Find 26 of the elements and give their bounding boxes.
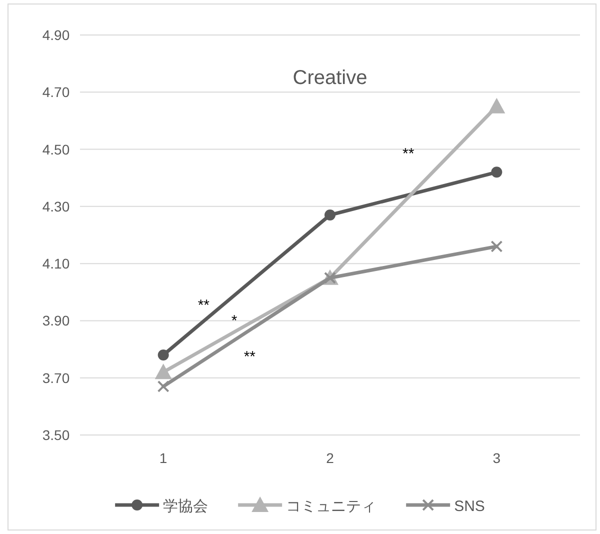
point (154, 364, 172, 380)
x-tick-label: 2 (326, 450, 334, 466)
legend-label: SNS (454, 498, 485, 515)
point (158, 350, 169, 360)
point (491, 166, 502, 178)
annotation: ** (244, 348, 256, 366)
point (490, 240, 503, 252)
annotation: ** (198, 297, 210, 314)
y-tick-label: 4.10 (42, 256, 70, 272)
legend-label: 学協会 (163, 498, 208, 515)
point (157, 380, 170, 392)
y-tick-label: 4.50 (42, 141, 70, 158)
point (488, 98, 506, 114)
x-tick-label: 1 (159, 450, 168, 466)
y-tick-label: 4.70 (42, 84, 70, 100)
y-tick-label: 4.90 (42, 27, 70, 43)
y-tick-label: 3.90 (42, 312, 70, 329)
annotation: * (231, 312, 238, 330)
text: Creative (292, 67, 368, 89)
x-tick-label: 3 (492, 450, 501, 466)
point (324, 210, 336, 220)
y-tick-label: 4.30 (42, 198, 70, 214)
y-tick-label: 3.70 (42, 370, 70, 386)
y-tick-label: 3.50 (42, 427, 70, 443)
annotation: ** (402, 145, 414, 162)
legend-label: コミュニティ (286, 498, 376, 515)
